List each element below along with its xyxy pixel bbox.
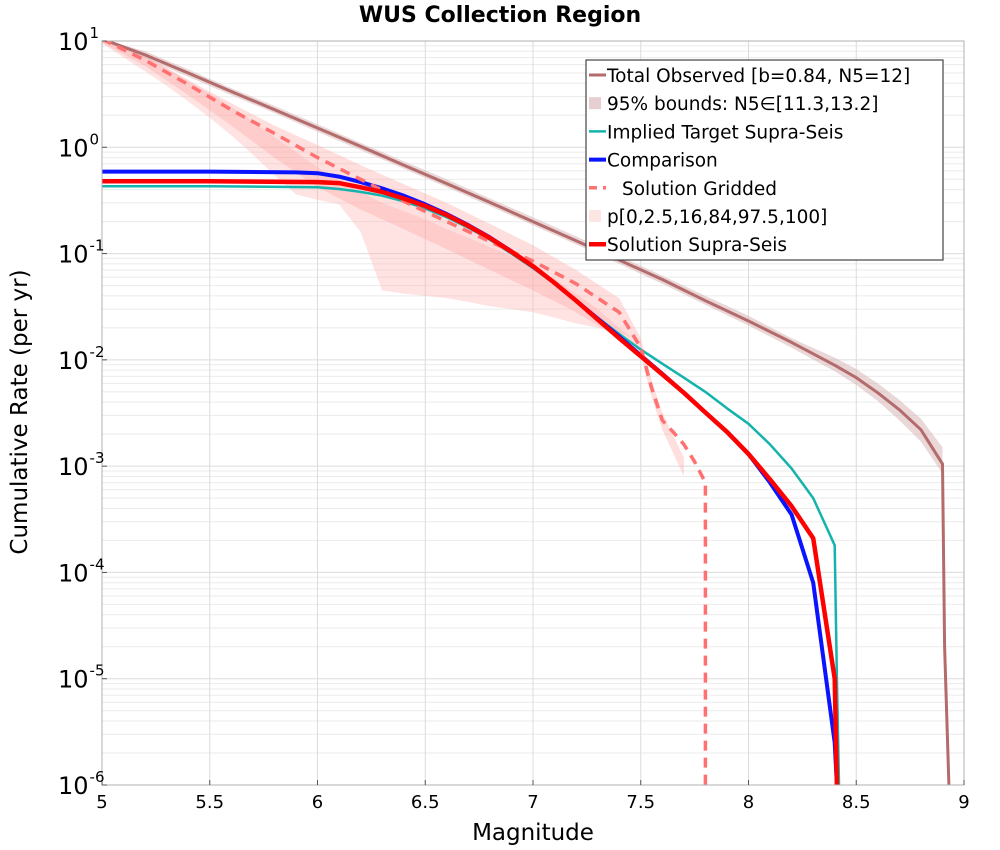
y-tick-label: 10-6 (58, 768, 105, 800)
y-tick-label: 10-1 (58, 237, 105, 269)
legend-swatch-5 (589, 210, 601, 222)
confidence-bands (102, 41, 943, 477)
legend-label-0: Total Observed [b=0.84, N5=12] (606, 66, 910, 87)
x-tick-label: 6.5 (411, 792, 440, 813)
legend-label-3: Comparison (607, 151, 718, 172)
legend-box (585, 59, 944, 261)
y-tick-label: 10-4 (58, 555, 105, 587)
legend-label-1: 95% bounds: N5∈[11.3,13.2] (607, 94, 878, 115)
y-tick-label: 101 (58, 24, 99, 56)
x-tick-label: 8 (743, 792, 754, 813)
legend: Total Observed [b=0.84, N5=12] 95% bounds… (585, 59, 944, 261)
legend-label-2: Implied Target Supra-Seis (607, 122, 843, 143)
y-tick-label: 10-2 (58, 343, 105, 375)
x-axis-label: Magnitude (472, 820, 594, 846)
x-tick-label: 5 (96, 792, 107, 813)
chart-title: WUS Collection Region (359, 3, 641, 28)
x-tick-label: 7.5 (626, 792, 655, 813)
series-line-4 (102, 178, 840, 785)
x-axis-ticks: 5 5.5 6 6.5 7 7.5 8 8.5 9 (96, 780, 970, 813)
y-axis-ticks: 101 100 10-1 10-2 10-3 10-4 10-5 10-6 (58, 24, 107, 800)
x-tick-label: 7 (527, 792, 538, 813)
y-axis-label: Cumulative Rate (per yr) (7, 269, 33, 554)
legend-label-4: Solution Gridded (622, 179, 777, 200)
x-tick-label: 8.5 (842, 792, 871, 813)
y-tick-label: 100 (58, 130, 99, 162)
x-tick-label: 5.5 (195, 792, 224, 813)
band-0 (102, 41, 641, 345)
series-line-3 (102, 41, 708, 785)
legend-label-6: Solution Supra-Seis (607, 235, 787, 256)
y-tick-label: 10-3 (58, 449, 105, 481)
x-tick-label: 6 (312, 792, 323, 813)
grid-lines (101, 40, 965, 786)
legend-swatch-1 (589, 97, 601, 110)
y-tick-label: 10-5 (58, 662, 105, 694)
legend-label-5: p[0,2.5,16,84,97.5,100] (607, 207, 827, 228)
x-tick-label: 9 (958, 792, 969, 813)
